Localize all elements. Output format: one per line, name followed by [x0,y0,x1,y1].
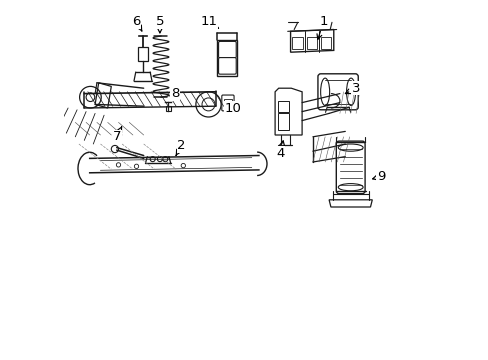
Ellipse shape [346,78,355,105]
Text: 8: 8 [170,87,179,100]
Bar [224,99,231,108]
Bar [277,101,288,112]
Text: 7: 7 [112,127,122,143]
Text: 2: 2 [176,139,185,156]
Bar [165,106,170,111]
FancyBboxPatch shape [317,74,358,110]
Text: 1: 1 [316,15,327,39]
Text: 4: 4 [276,141,284,159]
Circle shape [111,145,118,153]
Ellipse shape [338,144,363,151]
FancyBboxPatch shape [218,41,236,58]
Ellipse shape [320,78,329,105]
Bar [292,37,303,49]
Bar [217,40,237,76]
FancyBboxPatch shape [222,95,234,111]
Text: 11: 11 [200,15,218,28]
Bar [277,113,288,130]
Text: 5: 5 [155,15,164,33]
FancyBboxPatch shape [138,47,147,61]
FancyBboxPatch shape [336,141,365,194]
FancyBboxPatch shape [218,58,236,74]
Text: 3: 3 [345,82,360,95]
Text: 10: 10 [224,102,241,114]
Ellipse shape [338,184,363,191]
Text: 9: 9 [372,170,385,183]
Bar [306,37,317,49]
Text: 6: 6 [132,15,142,31]
Polygon shape [290,30,333,52]
Bar [321,37,330,49]
